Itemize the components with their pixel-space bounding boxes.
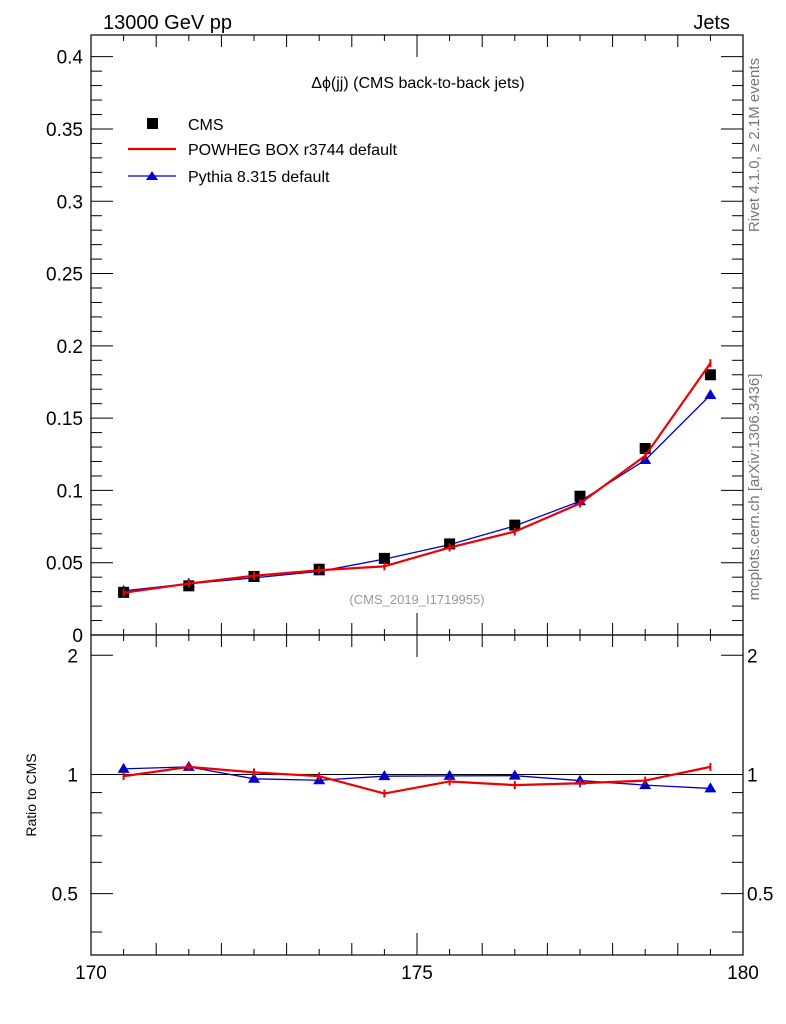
header-right: Jets xyxy=(693,12,730,34)
ratio-y-tick-label-right: 0.5 xyxy=(747,885,773,906)
y-tick-label: 0 xyxy=(72,626,83,647)
y-tick-label: 0.25 xyxy=(46,265,83,286)
ratio-y-tick-label: 2 xyxy=(67,646,78,667)
axis-ticks: 170 175 180 0 0.05 0.1 0.15 0.2 0.25 0.3 0.35 0.4 0.… xyxy=(46,35,773,984)
y-tick-label: 0.4 xyxy=(57,48,84,69)
legend-pythia-marker xyxy=(146,171,158,180)
pythia-main-marker xyxy=(704,389,717,399)
y-tick-label: 0.15 xyxy=(46,409,83,430)
x-tick-label: 170 xyxy=(75,963,107,984)
ratio-y-tick-label: 1 xyxy=(67,765,78,786)
cms-data-point xyxy=(704,369,716,381)
pythia-ratio-line xyxy=(123,766,711,790)
x-tick-label: 180 xyxy=(727,963,759,984)
y-tick-label: 0.2 xyxy=(57,337,83,358)
ratio-y-tick-label-right: 1 xyxy=(747,765,758,786)
ratio-plot-frame xyxy=(90,634,744,956)
ratio-y-tick-label-right: 2 xyxy=(747,646,758,667)
cms-data-point xyxy=(574,490,586,502)
pythia-ratio-marker xyxy=(443,769,456,780)
legend-cms-marker xyxy=(147,118,158,129)
legend-powheg-label: POWHEG BOX r3744 default xyxy=(188,142,398,159)
legend-cms-label: CMS xyxy=(188,117,224,134)
analysis-watermark: (CMS_2019_I1719955) xyxy=(349,592,484,607)
pythia-ratio-marker xyxy=(248,772,260,783)
main-title: Δϕ(jj) (CMS back-to-back jets) xyxy=(311,75,524,92)
y-tick-label: 0.3 xyxy=(57,192,83,213)
header-left: 13000 GeV pp xyxy=(103,12,232,34)
mcplots-reference-label: mcplots.cern.ch [arXiv:1306.3436] xyxy=(746,374,763,601)
ratio-y-axis-label: Ratio to CMS xyxy=(23,753,39,836)
y-tick-label: 0.1 xyxy=(57,481,83,502)
pythia-ratio-marker xyxy=(378,770,391,781)
powheg-ratio-line xyxy=(123,765,711,795)
rivet-version-label: Rivet 4.1.0, ≥ 2.1M events xyxy=(746,58,763,232)
x-tick-label: 175 xyxy=(401,963,433,984)
data-series xyxy=(117,359,717,798)
cms-data-point xyxy=(639,442,651,454)
pythia-ratio-marker xyxy=(508,769,521,780)
pythia-ratio-marker xyxy=(704,782,717,793)
y-tick-label: 0.35 xyxy=(46,120,83,141)
pythia-main-line xyxy=(123,394,711,592)
y-tick-label: 0.05 xyxy=(46,554,83,575)
cms-data-point xyxy=(509,519,521,531)
ratio-y-tick-label: 0.5 xyxy=(52,885,78,906)
pythia-ratio-marker xyxy=(117,762,130,773)
cms-data-point xyxy=(378,552,390,564)
legend-pythia-label: Pythia 8.315 default xyxy=(188,169,330,186)
powheg-main-line xyxy=(123,362,712,594)
legend: CMS POWHEG BOX r3744 default Pythia 8.31… xyxy=(128,117,398,186)
